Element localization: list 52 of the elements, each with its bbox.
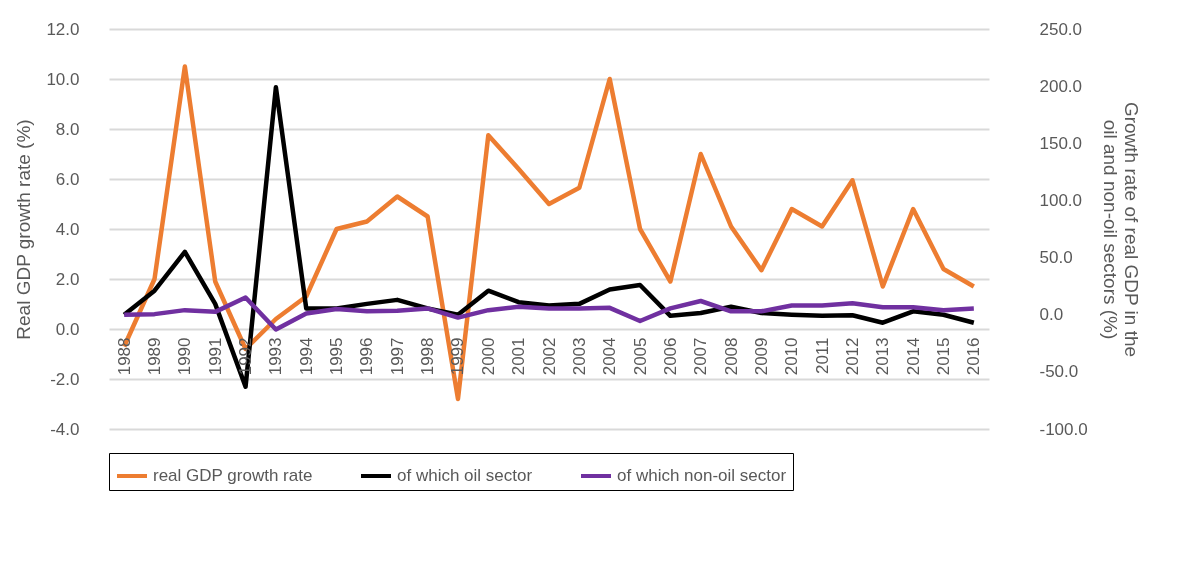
y-tick-label: 8.0 [55,119,80,139]
x-tick-label: 2005 [630,337,650,376]
y2-tick-label: 250.0 [1039,19,1083,39]
y-tick-label: 6.0 [55,169,80,189]
y-tick-label: 12.0 [46,19,80,39]
x-tick-label: 2010 [782,337,802,376]
y-tick-label: 2.0 [55,269,80,289]
x-tick-label: 2003 [569,337,589,376]
x-tick-label: 2002 [539,337,559,376]
x-tick-label: 1996 [357,337,377,376]
x-tick-label: 1991 [205,337,225,376]
x-tick-label: 2013 [873,337,893,376]
x-tick-label: 2014 [903,337,923,376]
y2-tick-label: -50.0 [1039,362,1079,382]
x-tick-label: 1994 [296,337,316,376]
x-tick-label: 1999 [448,337,468,376]
legend-label: of which non-oil sector [617,466,787,485]
x-tick-label: 2011 [812,337,832,375]
y2-tick-label: -100.0 [1039,419,1088,439]
y2-tick-label: 0.0 [1039,305,1064,325]
y2-axis-title: Growth rate of real GDP in the oil and non-oil sectors (%) [1099,101,1142,358]
y-tick-label: 0.0 [55,319,80,339]
x-tick-label: 2004 [600,337,620,376]
y-tick-label: -2.0 [50,369,80,389]
x-tick-label: 2007 [691,337,711,376]
y2-tick-label: 150.0 [1039,133,1083,153]
y2-tick-label: 200.0 [1039,76,1083,96]
x-tick-label: 2008 [721,337,741,376]
y2-tick-label: 100.0 [1039,190,1083,210]
x-tick-label: 1988 [114,337,134,376]
x-tick-label: 1995 [327,337,347,376]
x-tick-label: 1998 [418,337,438,376]
y-axis-title: Real GDP growth rate (%) [13,119,35,340]
x-tick-label: 1990 [175,337,195,376]
x-tick-label: 1989 [145,337,165,376]
legend-label: of which oil sector [397,466,533,485]
x-tick-label: 2006 [660,337,680,376]
x-tick-label: 2015 [933,337,953,376]
x-tick-label: 2009 [751,337,771,376]
line-series [121,295,977,332]
x-tick-label: 1993 [266,337,286,376]
x-tick-label: 1992 [236,337,256,376]
x-tick-label: 2012 [842,337,862,376]
y2-tick-label: 50.0 [1039,248,1073,268]
y-tick-label: 10.0 [46,69,80,89]
y-tick-label: 4.0 [55,219,80,239]
x-tick-label: 2000 [478,337,498,376]
x-tick-label: 2016 [964,337,984,376]
y-tick-label: -4.0 [50,419,80,439]
legend-label: real GDP growth rate [153,466,313,485]
x-tick-label: 1997 [387,337,407,376]
x-tick-label: 2001 [509,337,529,376]
